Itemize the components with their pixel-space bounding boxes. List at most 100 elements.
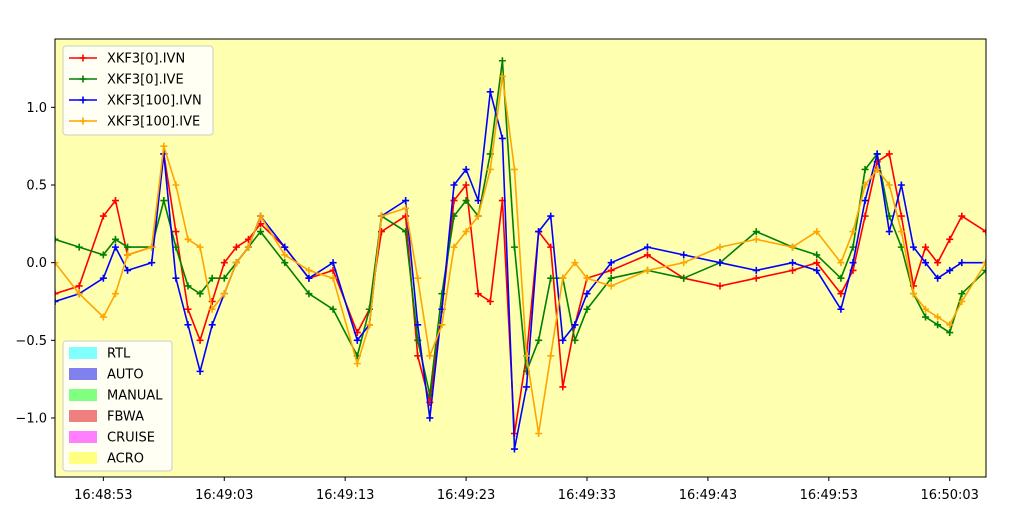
data-point bbox=[257, 212, 265, 220]
series-line bbox=[55, 153, 986, 435]
series-legend-label: XKF3[100].IVE bbox=[107, 115, 200, 130]
data-point bbox=[510, 243, 518, 251]
data-point bbox=[873, 165, 881, 173]
data-point bbox=[99, 212, 107, 220]
series-legend-entry: XKF3[100].IVN bbox=[69, 94, 202, 109]
data-point bbox=[208, 274, 216, 282]
mode-legend-entry: FBWA bbox=[69, 410, 144, 425]
series-layer bbox=[55, 57, 986, 453]
y-tick-label: −0.5 bbox=[15, 334, 47, 349]
data-point bbox=[922, 305, 930, 313]
data-point bbox=[946, 266, 954, 274]
data-point bbox=[643, 243, 651, 251]
data-point bbox=[172, 181, 180, 189]
data-point bbox=[232, 243, 240, 251]
data-point bbox=[281, 243, 289, 251]
data-point bbox=[55, 259, 59, 267]
y-tick-label: −1.0 bbox=[15, 411, 47, 426]
data-point bbox=[909, 243, 917, 251]
data-point bbox=[75, 282, 83, 290]
data-point bbox=[148, 259, 156, 267]
data-point bbox=[510, 165, 518, 173]
data-point bbox=[99, 251, 107, 259]
data-point bbox=[474, 290, 482, 298]
data-point bbox=[196, 367, 204, 375]
data-point bbox=[680, 274, 688, 282]
data-point bbox=[329, 274, 337, 282]
data-point bbox=[450, 181, 458, 189]
y-tick-label: 1.0 bbox=[26, 101, 47, 116]
mode-legend-entry: MANUAL bbox=[69, 389, 163, 404]
data-point bbox=[414, 352, 422, 360]
data-point bbox=[607, 266, 615, 274]
data-point bbox=[184, 282, 192, 290]
data-point bbox=[523, 383, 531, 391]
data-point bbox=[377, 212, 385, 220]
series-legend-box bbox=[62, 45, 214, 136]
data-point bbox=[208, 321, 216, 329]
data-point bbox=[897, 181, 905, 189]
data-point bbox=[837, 305, 845, 313]
data-point bbox=[643, 266, 651, 274]
data-point bbox=[922, 243, 930, 251]
data-point bbox=[196, 336, 204, 344]
legend-marker bbox=[79, 75, 87, 83]
data-point bbox=[172, 228, 180, 236]
data-point bbox=[934, 259, 942, 267]
x-tick-label: 16:50:03 bbox=[921, 488, 979, 503]
data-point bbox=[837, 290, 845, 298]
data-point bbox=[257, 228, 265, 236]
data-point bbox=[752, 274, 760, 282]
mode-swatch bbox=[69, 368, 97, 380]
mode-legend-label: AUTO bbox=[107, 368, 144, 383]
data-point bbox=[752, 266, 760, 274]
data-point bbox=[813, 251, 821, 259]
data-point bbox=[946, 235, 954, 243]
series-legend-entry: XKF3[0].IVN bbox=[69, 52, 185, 67]
data-point bbox=[547, 352, 555, 360]
data-point bbox=[111, 290, 119, 298]
data-point bbox=[752, 228, 760, 236]
data-point bbox=[402, 204, 410, 212]
data-point bbox=[716, 243, 724, 251]
data-point bbox=[897, 228, 905, 236]
data-point bbox=[982, 266, 986, 274]
data-point bbox=[281, 259, 289, 267]
mode-legend-entry: CRUISE bbox=[69, 431, 155, 446]
data-point bbox=[232, 259, 240, 267]
y-axis: −1.0 −0.5 0.0 0.5 1.0 bbox=[15, 101, 55, 426]
data-point bbox=[474, 197, 482, 205]
data-point bbox=[160, 142, 168, 150]
data-point bbox=[124, 243, 132, 251]
data-point bbox=[486, 297, 494, 305]
mode-legend-label: CRUISE bbox=[107, 431, 155, 446]
data-point bbox=[305, 290, 313, 298]
data-point bbox=[535, 228, 543, 236]
data-point bbox=[124, 251, 132, 259]
series-line bbox=[55, 59, 986, 396]
legend-marker bbox=[79, 117, 87, 125]
series-legend-label: XKF3[100].IVN bbox=[107, 94, 202, 109]
mode-swatch bbox=[69, 410, 97, 422]
data-point bbox=[813, 259, 821, 267]
data-point bbox=[571, 336, 579, 344]
data-point bbox=[885, 181, 893, 189]
data-point bbox=[365, 321, 373, 329]
mode-legend-label: ACRO bbox=[107, 452, 144, 467]
data-point bbox=[583, 305, 591, 313]
data-point bbox=[813, 266, 821, 274]
data-point bbox=[99, 313, 107, 321]
data-point bbox=[75, 243, 83, 251]
data-point bbox=[462, 181, 470, 189]
data-point bbox=[909, 290, 917, 298]
data-point bbox=[873, 150, 881, 158]
x-tick-label: 16:49:53 bbox=[800, 488, 858, 503]
data-point bbox=[55, 290, 59, 298]
data-point bbox=[426, 414, 434, 422]
data-point bbox=[208, 297, 216, 305]
data-point bbox=[559, 383, 567, 391]
data-point bbox=[535, 430, 543, 438]
data-point bbox=[934, 313, 942, 321]
x-tick-label: 16:49:03 bbox=[195, 488, 253, 503]
data-point bbox=[172, 274, 180, 282]
